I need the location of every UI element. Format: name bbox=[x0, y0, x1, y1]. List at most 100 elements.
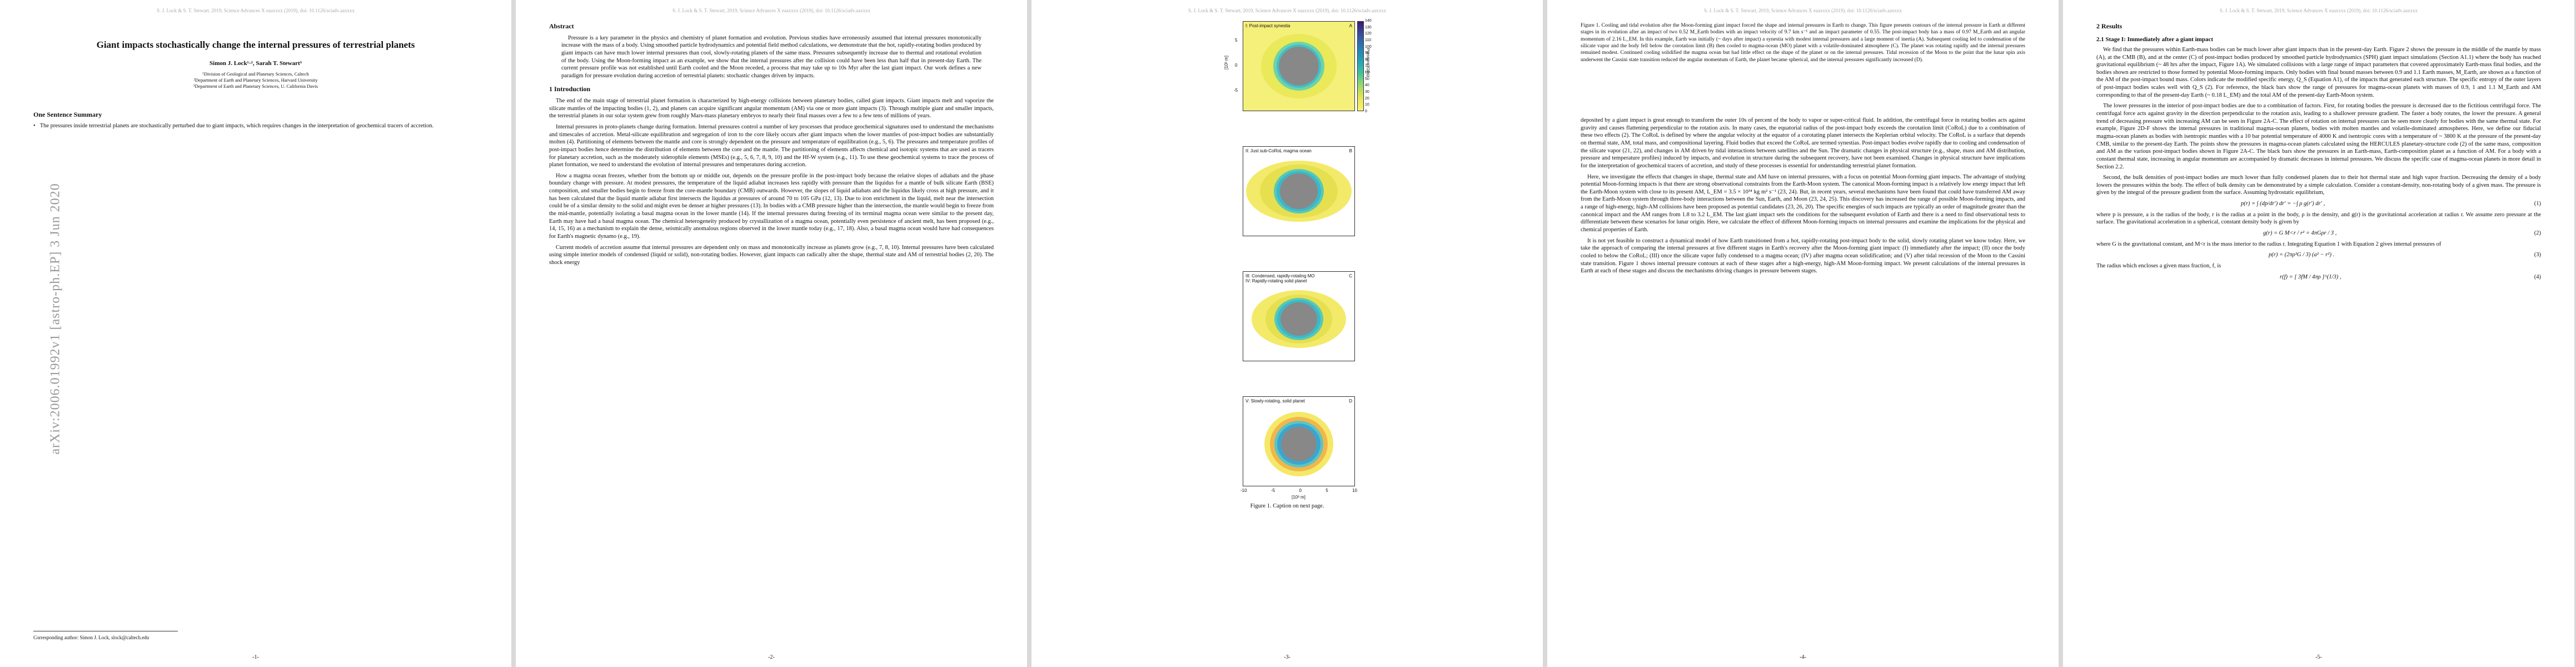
equation-1: p(r) = ∫ (dp/dr′) dr′ = −∫ ρ g(r′) dr′ ,… bbox=[2096, 200, 2541, 208]
colorbar-tick: 100 bbox=[1365, 44, 1372, 49]
results-paragraph-2: The lower pressures in the interior of p… bbox=[2096, 103, 2541, 170]
panel-b-label: II: Just sub-CoRoL magma ocean bbox=[1245, 148, 1312, 153]
page-3: S. J. Lock & S. T. Stewart, 2019, Scienc… bbox=[1032, 0, 1543, 667]
figure-1: I: Post-impact synestia A II: Just sub-C… bbox=[1224, 19, 1387, 621]
summary-text: • The pressures inside terrestrial plane… bbox=[33, 122, 478, 130]
x-axis-label: [10³ m] bbox=[1292, 495, 1306, 500]
equation-2-body: g(r) = G M<r / r² = 4πGρr / 3 , bbox=[2263, 230, 2337, 236]
panel-c-letter: C bbox=[1349, 273, 1352, 278]
bullet: • bbox=[33, 123, 36, 130]
y-tick-bottom: -5 bbox=[1234, 88, 1238, 93]
panel-b: II: Just sub-CoRoL magma ocean B bbox=[1243, 146, 1355, 236]
equation-3: p(r) = (2πρ²G / 3) (a² − r²) . (3) bbox=[2096, 251, 2541, 259]
summary-heading: One Sentence Summary bbox=[33, 110, 102, 118]
running-header: S. J. Lock & S. T. Stewart, 2019, Scienc… bbox=[157, 8, 355, 13]
colorbar-tick: 120 bbox=[1365, 32, 1372, 36]
abstract-text: Pressure is a key parameter in the physi… bbox=[561, 34, 981, 79]
equation-3-body: p(r) = (2πρ²G / 3) (a² − r²) . bbox=[2269, 252, 2335, 258]
panel-d-label: V: Slowly-rotating, solid planet bbox=[1245, 399, 1305, 404]
colorbar-tick: 130 bbox=[1365, 25, 1372, 29]
paper-title: Giant impacts stochastically change the … bbox=[96, 39, 415, 50]
colorbar-tick: 70 bbox=[1365, 64, 1369, 68]
panel-c-label: III: Condensed, rapidly-rotating MO IV: … bbox=[1245, 273, 1315, 283]
page-5: S. J. Lock & S. T. Stewart, 2019, Scienc… bbox=[2063, 0, 2574, 667]
page-2-body: Abstract Pressure is a key parameter in … bbox=[549, 22, 994, 270]
page-number-5: -5- bbox=[2315, 654, 2322, 660]
page-2: S. J. Lock & S. T. Stewart, 2019, Scienc… bbox=[516, 0, 1027, 667]
equation-2-number: (2) bbox=[2534, 230, 2541, 236]
figure-caption: Figure 1. Caption on next page. bbox=[1250, 503, 1324, 509]
colorbar-tick: 40 bbox=[1365, 83, 1369, 88]
intro-heading: 1 Introduction bbox=[549, 85, 591, 93]
colorbar-tick: 0 bbox=[1365, 109, 1367, 113]
colorbar-tick: 20 bbox=[1365, 96, 1369, 101]
summary-body: The pressures inside terrestrial planets… bbox=[39, 123, 434, 130]
equation-2: g(r) = G M<r / r² = 4πGρr / 3 , (2) bbox=[2096, 230, 2541, 237]
page-number-4: -4- bbox=[1800, 654, 1806, 660]
intro-paragraph-4: Current models of accretion assume that … bbox=[549, 244, 994, 266]
panel-a-plot bbox=[1243, 22, 1354, 111]
x-tick: -5 bbox=[1270, 488, 1275, 493]
arxiv-stamp: arXiv:2006.01992v1 [astro-ph.EP] 3 Jun 2… bbox=[48, 183, 63, 455]
page-4-body: Figure 1. Cooling and tidal evolution af… bbox=[1581, 22, 2025, 278]
body-paragraph-3: It is not yet feasible to construct a dy… bbox=[1581, 237, 2025, 275]
panel-d: V: Slowly-rotating, solid planet D bbox=[1243, 396, 1355, 486]
figure-1-caption: Figure 1. Cooling and tidal evolution af… bbox=[1581, 23, 2025, 63]
results-paragraph-4: where p is pressure, a is the radius of … bbox=[2096, 211, 2541, 226]
page-5-body: 2 Results 2.1 Stage I: Immediately after… bbox=[2096, 22, 2541, 284]
colorbar-tick: 60 bbox=[1365, 71, 1369, 75]
x-axis-ticks: -10 -5 0 5 10 bbox=[1240, 488, 1357, 493]
panel-a-letter: A bbox=[1349, 23, 1352, 28]
intro-paragraph-3: How a magma ocean freezes, whether from … bbox=[549, 172, 994, 240]
equation-1-number: (1) bbox=[2534, 201, 2541, 207]
equation-4-number: (4) bbox=[2534, 273, 2541, 280]
colorbar-tick: 10 bbox=[1365, 103, 1369, 107]
authors: Simon J. Lock¹·², Sarah T. Stewart³ bbox=[210, 60, 302, 67]
stage-1-heading: 2.1 Stage I: Immediately after a giant i… bbox=[2096, 36, 2213, 43]
running-header: S. J. Lock & S. T. Stewart, 2019, Scienc… bbox=[672, 8, 870, 13]
colorbar-tick: 80 bbox=[1365, 57, 1369, 62]
x-tick: 0 bbox=[1299, 488, 1302, 493]
spacer bbox=[1581, 67, 2025, 117]
corresponding-author: Corresponding author: Simon J. Lock, slo… bbox=[33, 635, 150, 640]
page-number-1: -1- bbox=[252, 654, 259, 660]
body-paragraph-1: deposited by a giant impact is great eno… bbox=[1581, 117, 2025, 169]
x-tick: 10 bbox=[1352, 488, 1357, 493]
panel-d-plot bbox=[1264, 412, 1333, 476]
results-heading: 2 Results bbox=[2096, 22, 2122, 30]
colorbar-tick: 50 bbox=[1365, 77, 1369, 81]
results-paragraph-6: The radius which encloses a given mass f… bbox=[2096, 262, 2221, 269]
page-number-2: -2- bbox=[768, 654, 775, 660]
equation-3-number: (3) bbox=[2534, 252, 2541, 258]
equation-1-body: p(r) = ∫ (dp/dr′) dr′ = −∫ ρ g(r′) dr′ , bbox=[2241, 201, 2325, 207]
panel-b-letter: B bbox=[1349, 148, 1352, 153]
panel-a-label: I: Post-impact synestia bbox=[1245, 23, 1291, 28]
colorbar-tick: 110 bbox=[1365, 38, 1372, 42]
panel-c-plot bbox=[1252, 290, 1346, 348]
intro-paragraph-2: Internal pressures in proto-planets chan… bbox=[549, 123, 994, 168]
abstract-heading: Abstract bbox=[549, 22, 574, 30]
running-header: S. J. Lock & S. T. Stewart, 2019, Scienc… bbox=[1704, 8, 1902, 13]
equation-4: r(f) = [ 3fM / 4πρ ]^(1/3) , (4) bbox=[2096, 273, 2541, 281]
running-header: S. J. Lock & S. T. Stewart, 2019, Scienc… bbox=[2220, 8, 2418, 13]
x-tick: -10 bbox=[1240, 488, 1247, 493]
colorbar-tick: 140 bbox=[1365, 19, 1372, 23]
panel-c: III: Condensed, rapidly-rotating MO IV: … bbox=[1243, 271, 1355, 361]
page-4: S. J. Lock & S. T. Stewart, 2019, Scienc… bbox=[1547, 0, 2059, 667]
colorbar-tick: 90 bbox=[1365, 51, 1369, 56]
y-tick-mid: 0 bbox=[1235, 63, 1238, 68]
results-paragraph-5: where G is the gravitational constant, a… bbox=[2096, 241, 2442, 247]
colorbar-label: Pressure (GPa) bbox=[1366, 48, 1371, 77]
page-1: S. J. Lock & S. T. Stewart, 2019, Scienc… bbox=[0, 0, 511, 667]
affiliation-2: ²Department of Earth and Planetary Scien… bbox=[193, 77, 318, 83]
results-paragraph-3: Second, the bulk densities of post-impac… bbox=[2096, 175, 2541, 196]
panel-d-letter: D bbox=[1349, 399, 1352, 404]
y-axis-label: [10³ m] bbox=[1223, 56, 1229, 69]
affiliation-3: ³Department of Earth and Planetary Scien… bbox=[193, 83, 318, 89]
panel-a: I: Post-impact synestia A bbox=[1243, 21, 1355, 111]
equation-4-body: r(f) = [ 3fM / 4πρ ]^(1/3) , bbox=[2280, 273, 2341, 280]
affiliation-1: ¹Division of Geological and Planetary Sc… bbox=[202, 71, 309, 77]
results-paragraph-1: We find that the pressures within Earth-… bbox=[2096, 46, 2541, 98]
intro-paragraph-1: The end of the main stage of terrestrial… bbox=[549, 98, 994, 120]
colorbar-tick: 30 bbox=[1365, 90, 1369, 94]
